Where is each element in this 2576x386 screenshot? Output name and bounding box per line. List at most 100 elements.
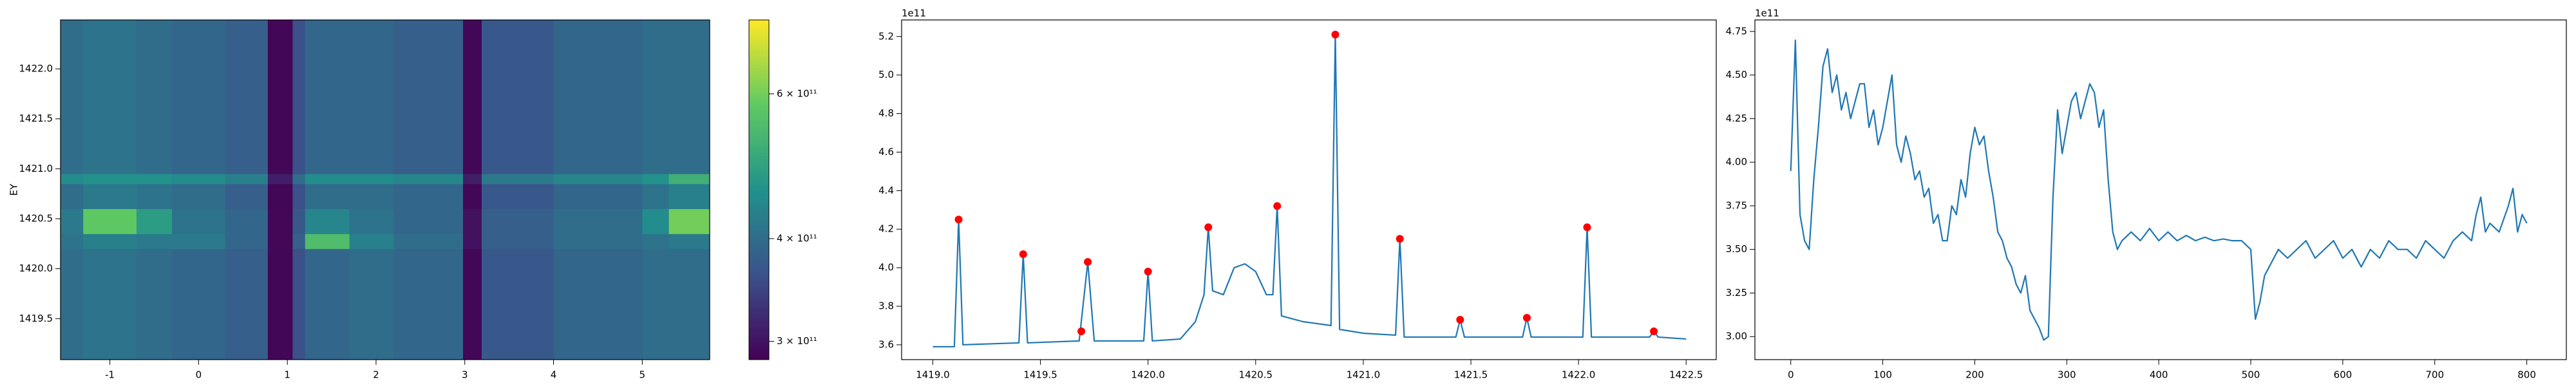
colorbar-segment (749, 65, 769, 69)
data-line (933, 33, 1687, 348)
y-tick-label: 4.75 (1726, 25, 1747, 37)
heatmap-cell (305, 20, 350, 174)
colorbar-segment (749, 172, 769, 176)
x-tick-label: 1421.5 (1454, 369, 1488, 381)
heatmap-cell (462, 183, 482, 210)
colorbar-segment (749, 289, 769, 292)
heatmap-cell (83, 208, 137, 234)
colorbar-segment (749, 34, 769, 37)
heatmap-cell (267, 248, 293, 360)
heatmap-cell (305, 208, 350, 234)
colorbar-segment (749, 328, 769, 332)
colorbar-segment (749, 164, 769, 168)
colorbar-segment (749, 235, 769, 239)
y-tick-label: 3.8 (878, 300, 894, 312)
y-tick-label: 5.0 (878, 69, 894, 80)
colorbar-segment (749, 198, 769, 202)
heatmap-cell (668, 183, 710, 210)
heatmap-cell (553, 183, 643, 210)
heatmap-cell (305, 174, 350, 185)
colorbar-segment (749, 356, 769, 360)
y-tick-label: 1421.0 (19, 163, 53, 174)
y-tick-label: 1422.0 (19, 63, 53, 75)
colorbar-segment (749, 133, 769, 136)
heatmap-cell (481, 174, 554, 185)
x-tick-label: 1422.5 (1669, 369, 1703, 381)
colorbar-segment (749, 345, 769, 349)
colorbar-segment (749, 42, 769, 46)
y-tick-label: 1420.0 (19, 262, 53, 274)
colorbar-segment (749, 275, 769, 278)
colorbar-segment (749, 237, 769, 241)
heatmap-cell (83, 248, 137, 360)
x-tick-label: 2 (373, 369, 379, 381)
peak-marker (1396, 235, 1404, 243)
colorbar-segment (749, 291, 769, 295)
colorbar-segment (749, 23, 769, 26)
colorbar-segment (749, 79, 769, 83)
y-tick-label: 3.50 (1726, 243, 1747, 255)
colorbar-segment (749, 314, 769, 318)
heatmap-cell (481, 248, 554, 360)
colorbar-segment (749, 241, 769, 244)
colorbar-segment (749, 277, 769, 281)
colorbar-segment (749, 215, 769, 219)
colorbar-segment (749, 269, 769, 273)
colorbar-segment (749, 255, 769, 259)
x-tick-label: 1420.5 (1239, 369, 1273, 381)
colorbar-segment (749, 354, 769, 358)
colorbar-segment (749, 73, 769, 77)
heatmap-cell (668, 208, 710, 234)
colorbar-segment (749, 102, 769, 106)
y-tick-label: 3.6 (878, 338, 894, 350)
y-axis-label: EY (8, 183, 20, 196)
colorbar-segment (749, 105, 769, 108)
heatmap-cell (553, 208, 643, 234)
heatmap-cell (553, 20, 643, 174)
colorbar-segment (749, 31, 769, 35)
heatmap-cell (172, 248, 226, 360)
heatmap-cell (172, 208, 226, 234)
data-line (1790, 39, 2528, 341)
colorbar-segment (749, 48, 769, 51)
colorbar-segment (749, 226, 769, 230)
colorbar-segment (749, 195, 769, 199)
x-tick-label: 3 (462, 369, 468, 381)
x-tick-label: 500 (2242, 369, 2260, 381)
heatmap-cell (267, 234, 293, 250)
peak-marker (1583, 223, 1591, 232)
heatmap-cell (642, 208, 670, 234)
colorbar-segment (749, 207, 769, 210)
colorbar-segment (749, 320, 769, 324)
heatmap-cell (462, 20, 482, 174)
colorbar-segment (749, 122, 769, 125)
heatmap-cell (462, 174, 482, 185)
heatmap-cell (553, 234, 643, 250)
colorbar-segment (749, 308, 769, 312)
heatmap-cell (349, 234, 395, 250)
heatmap-cell (225, 174, 269, 185)
colorbar-segment (749, 249, 769, 253)
colorbar-segment (749, 351, 769, 354)
colorbar-segment (749, 317, 769, 320)
colorbar-segment (749, 266, 769, 270)
colorbar-segment (749, 176, 769, 179)
y-tick-label: 3.00 (1726, 331, 1747, 342)
colorbar-segment (749, 303, 769, 306)
colorbar-segment (749, 127, 769, 131)
x-tick-label: 700 (2425, 369, 2444, 381)
colorbar-segment (749, 39, 769, 43)
y-tick-label: 1419.5 (19, 313, 53, 324)
colorbar-segment (749, 209, 769, 213)
colorbar-segment (749, 82, 769, 86)
colorbar-segment (749, 113, 769, 117)
y-tick-label: 5.2 (878, 30, 894, 42)
y-tick-label: 4.6 (878, 146, 894, 158)
colorbar-segment (749, 93, 769, 97)
y-tick-label: 4.2 (878, 223, 894, 235)
x-tick-label: 300 (2058, 369, 2076, 381)
colorbar-segment (749, 136, 769, 140)
y-tick-label: 1421.5 (19, 113, 53, 124)
colorbar-segment (749, 161, 769, 165)
